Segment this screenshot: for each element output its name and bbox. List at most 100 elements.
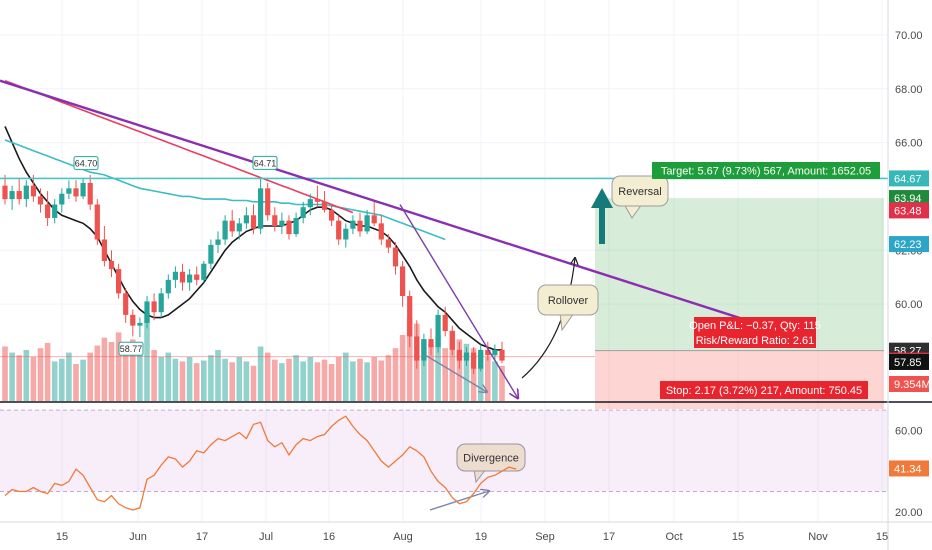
volume-bar — [357, 358, 363, 401]
pnl-label: Open P&L: −0.37, Qty: 115 — [689, 317, 821, 333]
candle-body — [137, 322, 143, 326]
candle-body — [357, 220, 363, 232]
candle-body — [151, 301, 157, 313]
candle-body — [194, 274, 200, 280]
volume-bar — [343, 352, 349, 401]
time-tick-label: 17 — [196, 531, 208, 543]
candle-body — [321, 201, 328, 210]
volume-bar — [499, 365, 505, 401]
volume-bar — [371, 357, 377, 401]
candle-body — [130, 314, 136, 326]
volume-bar — [179, 361, 186, 401]
time-tick-label: 16 — [323, 531, 335, 543]
marker-text: 64.70 — [75, 159, 98, 169]
volume-bar — [165, 352, 172, 401]
axis-tag-text: 9.354M — [894, 379, 931, 391]
axis-tag-text: 64.67 — [894, 173, 922, 185]
stop-zone — [595, 350, 884, 410]
callout-text: Rollover — [548, 295, 589, 307]
price-tag: 63.48 — [889, 202, 929, 219]
volume-bar — [406, 317, 413, 401]
volume-bar — [186, 357, 193, 401]
candle-body — [59, 193, 65, 205]
volume-bar — [16, 355, 22, 401]
axis-tag-bg — [889, 376, 929, 392]
price-tick-label: 70.00 — [895, 30, 923, 42]
candle-body — [329, 209, 335, 221]
volume-bar — [321, 359, 328, 401]
candle-body — [435, 314, 441, 348]
volume-divergence-arrow — [424, 354, 487, 392]
volume-bar — [208, 355, 214, 401]
trend-drawings[interactable]: Reversal Rollover Divergence — [0, 79, 888, 511]
callout-box — [537, 284, 599, 316]
marker-text: 64.71 — [254, 158, 277, 168]
candle-body — [16, 191, 22, 200]
volume-bar — [151, 349, 157, 401]
candle-body — [314, 199, 320, 202]
position-box-bg — [660, 381, 868, 399]
volume-bar — [286, 358, 292, 401]
candle-body — [265, 188, 271, 216]
axis-tag-bg — [889, 202, 929, 219]
short-trendline — [399, 204, 518, 399]
candle-body — [343, 228, 349, 240]
candle-body — [179, 271, 186, 283]
time-tick-label: Sep — [535, 531, 555, 543]
volume-bar — [300, 361, 306, 401]
position-box-bg — [652, 162, 880, 179]
volume-bar — [115, 332, 122, 401]
axis-tag-bg — [889, 190, 929, 207]
candle-body — [471, 352, 477, 369]
volume-bar — [307, 357, 314, 401]
volume-bar — [108, 342, 115, 401]
volume-bar — [492, 361, 498, 401]
volume-bar — [250, 365, 257, 401]
candle-body — [442, 314, 448, 332]
rsi-divergence-arrow — [429, 491, 489, 511]
volume-bar — [44, 342, 51, 401]
candle-body — [378, 223, 384, 240]
time-tick-label: Jul — [259, 531, 273, 543]
volume-bar — [80, 359, 86, 401]
high-low-marker: 64.70 — [73, 156, 99, 171]
time-tick-label: Aug — [393, 531, 413, 543]
candle-body — [371, 215, 377, 224]
high-low-marker: 64.71 — [252, 155, 278, 170]
volume-bar — [364, 362, 370, 401]
candle-body — [215, 239, 221, 245]
volume-bar — [30, 357, 37, 401]
candle-body — [30, 185, 36, 197]
candle-body — [407, 296, 413, 337]
candle-body — [201, 263, 207, 280]
volume-bar — [378, 360, 385, 401]
axis-tag-text: 63.94 — [894, 193, 922, 205]
marker-box — [118, 341, 144, 356]
volume-histogram — [2, 313, 505, 401]
volume-bar — [442, 348, 448, 401]
candle-body — [80, 182, 86, 197]
volume-bar — [350, 361, 356, 401]
axis-tag-text: 57.85 — [894, 357, 922, 369]
candle-body — [87, 182, 93, 205]
candle-body — [499, 349, 505, 361]
price-tick-label: 60.00 — [895, 299, 923, 311]
candle-body — [300, 207, 306, 218]
candle-body — [108, 261, 115, 270]
price-labels: 64.6763.9463.4862.2358.2757.9057.859.354… — [73, 155, 931, 477]
volume-bar — [456, 339, 463, 401]
rollover-callout: Rollover — [537, 284, 599, 332]
volume-bar — [279, 363, 285, 401]
time-tick-label: Nov — [808, 531, 828, 543]
candle-body — [229, 220, 235, 232]
price-tag: 63.94 — [889, 190, 929, 207]
candle-body — [222, 220, 228, 240]
volume-bar — [257, 346, 264, 401]
candle-body — [478, 349, 484, 369]
candle-body — [272, 215, 278, 227]
volume-bar — [449, 330, 456, 401]
main-trendline — [0, 79, 772, 329]
candle-body — [144, 301, 150, 323]
candle-body — [350, 220, 356, 229]
